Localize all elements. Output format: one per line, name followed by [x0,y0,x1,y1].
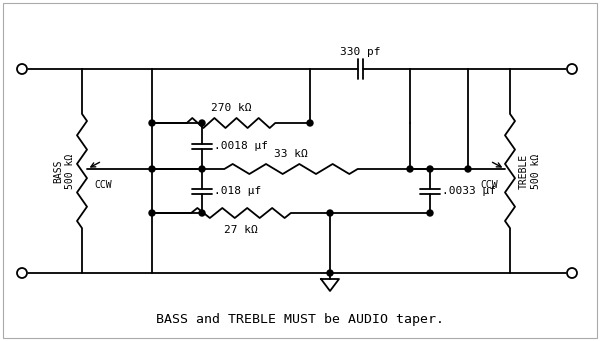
Circle shape [567,64,577,74]
Text: .0018 μf: .0018 μf [214,141,268,151]
Text: CCW: CCW [94,180,112,190]
Circle shape [307,120,313,126]
Text: 330 pf: 330 pf [340,47,380,57]
Circle shape [327,270,333,276]
Text: BASS and TREBLE MUST be AUDIO taper.: BASS and TREBLE MUST be AUDIO taper. [156,312,444,326]
Circle shape [427,166,433,172]
Circle shape [199,210,205,216]
Circle shape [465,166,471,172]
Circle shape [327,210,333,216]
Circle shape [199,166,205,172]
Circle shape [149,166,155,172]
Circle shape [149,120,155,126]
Circle shape [407,166,413,172]
Text: .018 μf: .018 μf [214,186,261,196]
Circle shape [17,64,27,74]
Text: 270 kΩ: 270 kΩ [211,103,251,113]
Text: BASS
500 kΩ: BASS 500 kΩ [53,153,75,189]
Circle shape [199,120,205,126]
Text: TREBLE
500 kΩ: TREBLE 500 kΩ [519,153,541,189]
Circle shape [427,210,433,216]
Text: 27 kΩ: 27 kΩ [224,225,258,235]
Circle shape [149,210,155,216]
Circle shape [567,268,577,278]
Text: .0033 μf: .0033 μf [442,186,496,196]
Circle shape [17,268,27,278]
Text: 33 kΩ: 33 kΩ [274,149,308,159]
Text: CCW: CCW [481,180,498,190]
